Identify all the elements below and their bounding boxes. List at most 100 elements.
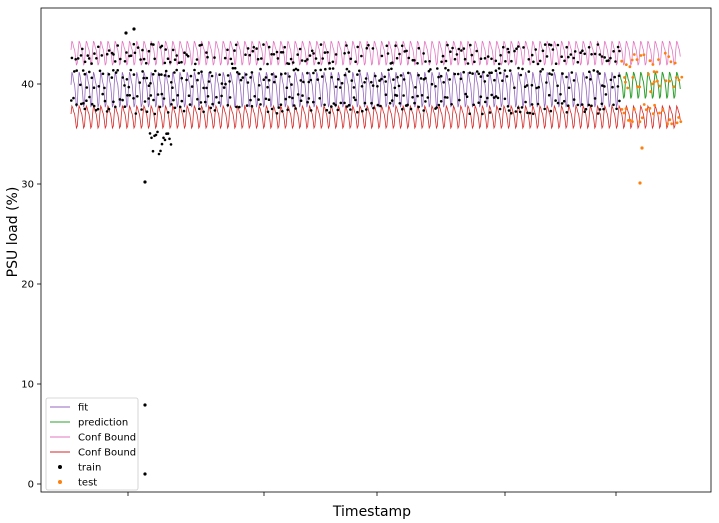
train-point: [205, 86, 208, 90]
train-point: [213, 109, 217, 112]
train-point: [86, 54, 90, 57]
train-point: [598, 53, 602, 56]
train-point: [306, 71, 309, 75]
train-point: [153, 57, 156, 61]
train-point: [414, 86, 417, 89]
train-point: [370, 101, 373, 105]
train-point: [367, 43, 370, 47]
train-point: [154, 69, 157, 73]
train-point: [90, 62, 93, 65]
train-point: [384, 80, 388, 83]
train-point: [171, 48, 175, 52]
train-point: [537, 85, 540, 89]
legend: fit prediction Conf Bound Conf Bound train te…: [45, 397, 139, 491]
train-point: [371, 84, 375, 87]
train-point: [477, 101, 481, 104]
train-point: [517, 45, 520, 48]
train-point: [170, 103, 173, 106]
train-point: [503, 69, 507, 72]
train-point: [233, 49, 236, 52]
train-point: [398, 52, 401, 56]
train-point: [356, 110, 359, 114]
train-point: [234, 43, 238, 47]
train-point: [176, 94, 180, 97]
train-point: [223, 56, 227, 60]
train-point: [543, 107, 546, 111]
y-tick-label: 20: [21, 280, 34, 291]
train-point: [455, 53, 459, 56]
train-point: [217, 101, 221, 104]
train-point: [572, 98, 576, 101]
train-point: [103, 99, 107, 103]
train-point: [527, 70, 531, 73]
train-point: [294, 107, 297, 110]
y-tick-label: 30: [21, 180, 34, 191]
train-point: [299, 79, 303, 82]
train-point: [275, 50, 279, 54]
train-point: [601, 84, 604, 87]
train-point: [477, 72, 481, 76]
train-point: [85, 99, 88, 102]
train-point: [469, 43, 472, 47]
train-point: [422, 52, 425, 55]
train-point: [530, 83, 534, 87]
train-point: [196, 97, 199, 101]
train-point: [163, 61, 167, 65]
train-point: [154, 133, 158, 137]
train-point: [158, 105, 162, 109]
train-point: [488, 71, 491, 75]
train-point: [330, 105, 333, 108]
train-point: [459, 77, 463, 81]
train-point: [118, 98, 122, 101]
train-point: [407, 56, 411, 60]
train-point: [513, 49, 516, 53]
train-point: [160, 73, 163, 76]
train-point: [486, 55, 490, 58]
train-point: [436, 67, 439, 70]
train-point: [314, 57, 318, 60]
train-point: [147, 49, 151, 53]
train-point: [483, 57, 487, 60]
train-point: [125, 51, 128, 54]
train-point: [490, 71, 493, 74]
train-point: [253, 95, 256, 98]
train-point: [101, 72, 105, 76]
train-point: [188, 103, 192, 106]
train-point: [530, 53, 534, 57]
train-outlier-point: [143, 403, 147, 407]
train-point: [442, 81, 446, 84]
train-point: [150, 42, 153, 46]
y-axis-title: PSU load (%): [5, 187, 21, 278]
train-point: [551, 48, 555, 51]
train-point: [471, 72, 474, 75]
train-point: [149, 94, 153, 97]
train-point: [402, 78, 406, 81]
train-point: [332, 102, 336, 105]
train-point: [283, 45, 287, 49]
test-point: [649, 90, 652, 94]
train-point: [222, 86, 226, 89]
train-point: [473, 60, 476, 64]
train-point: [241, 76, 245, 79]
train-point: [525, 84, 529, 87]
train-point: [396, 75, 399, 79]
train-point: [576, 60, 580, 64]
train-point: [328, 61, 331, 65]
test-point: [620, 59, 624, 63]
train-point: [416, 62, 419, 65]
train-point: [98, 69, 102, 73]
train-point: [312, 71, 315, 75]
train-point: [112, 100, 115, 104]
train-point: [128, 94, 131, 97]
train-point: [468, 112, 472, 115]
train-point: [226, 74, 230, 77]
test-point: [652, 70, 656, 74]
train-point: [262, 78, 266, 81]
train-point: [386, 52, 390, 55]
train-point: [456, 72, 460, 76]
train-point: [347, 103, 351, 107]
train-point: [536, 102, 540, 106]
train-point: [541, 49, 545, 53]
train-point: [190, 85, 194, 88]
train-point: [173, 106, 177, 110]
